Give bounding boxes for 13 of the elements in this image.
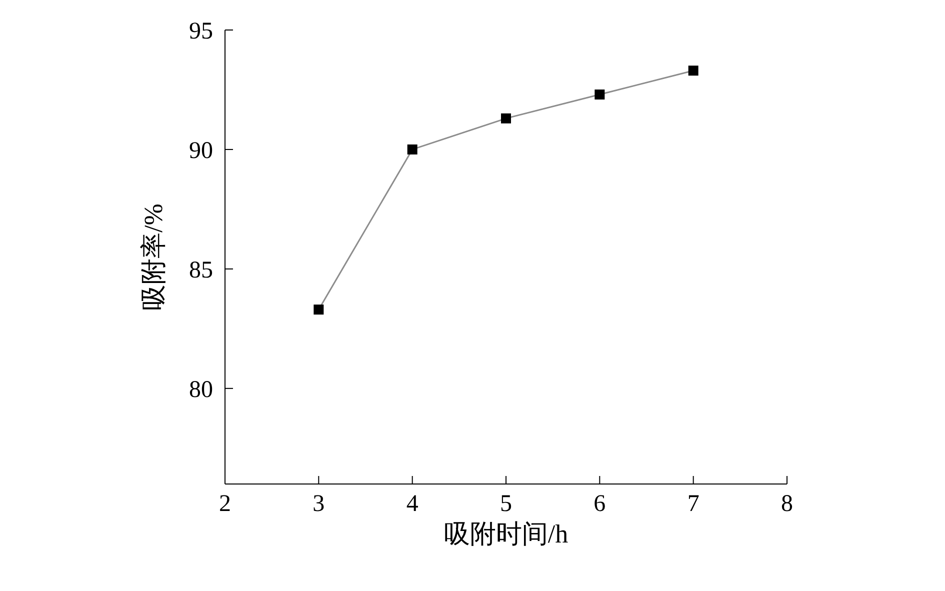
x-tick-label: 3 <box>312 491 325 518</box>
x-tick-label: 7 <box>687 491 700 518</box>
x-axis-title: 吸附时间/h <box>444 519 568 548</box>
x-tick-label: 4 <box>406 491 418 518</box>
y-tick-label: 85 <box>189 257 213 284</box>
x-tick-label: 6 <box>594 491 606 518</box>
y-axis-title: 吸附率/% <box>139 204 168 310</box>
y-tick-label: 95 <box>189 18 213 45</box>
x-tick-label: 8 <box>781 491 793 518</box>
x-tick-label: 2 <box>219 491 231 518</box>
y-tick-label: 80 <box>189 376 213 403</box>
x-tick-label: 5 <box>500 491 512 518</box>
y-tick-label: 90 <box>189 138 213 164</box>
